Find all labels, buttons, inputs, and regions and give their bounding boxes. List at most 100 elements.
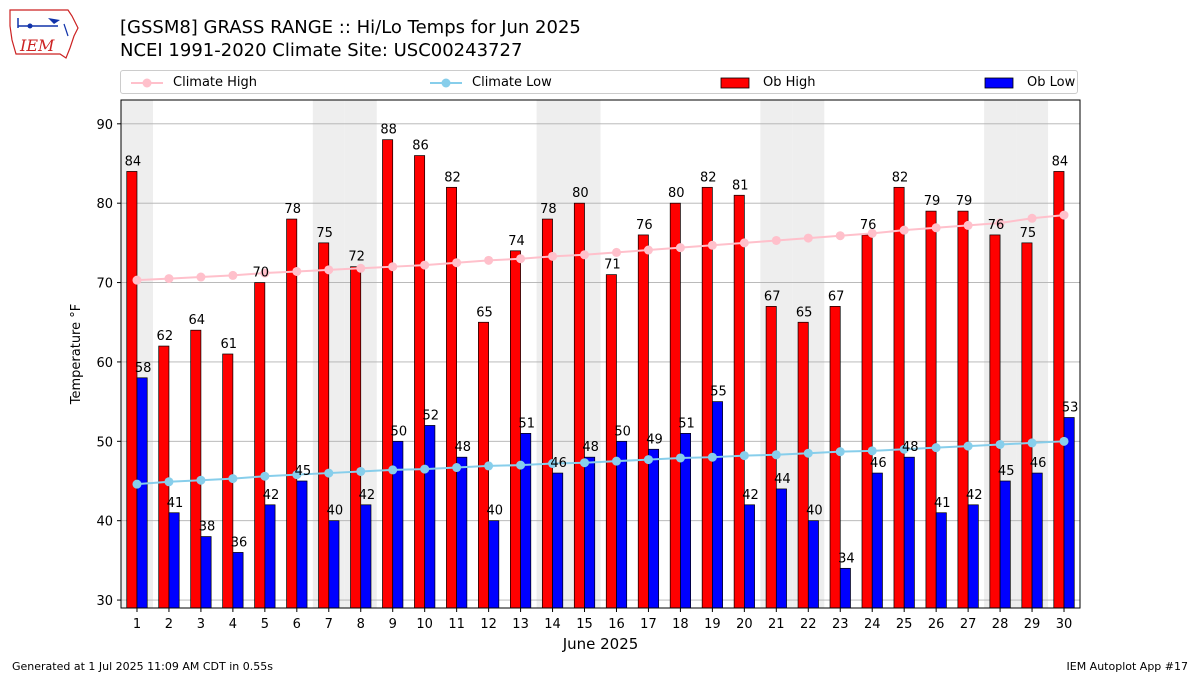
ob-high-value-label: 67 [828, 289, 845, 304]
climate-high-point [995, 218, 1005, 228]
x-tick-label: 23 [832, 617, 849, 632]
y-tick-label: 60 [96, 356, 113, 371]
ob-low-value-label: 40 [486, 504, 503, 519]
ob-low-value-label: 36 [231, 535, 248, 550]
climate-low-point [484, 461, 494, 471]
climate-high-point [292, 266, 302, 276]
climate-high-point [739, 238, 749, 248]
ob-high-value-label: 84 [125, 154, 142, 169]
x-tick-label: 13 [512, 617, 529, 632]
x-tick-label: 19 [704, 617, 721, 632]
climate-high-point [164, 274, 174, 284]
ob-low-value-label: 48 [454, 440, 471, 455]
climate-high-point [771, 235, 781, 245]
x-tick-label: 22 [800, 617, 817, 632]
ob-low-value-label: 55 [710, 385, 727, 400]
y-tick-label: 80 [96, 197, 113, 212]
ob-low-value-label: 38 [199, 520, 216, 535]
climate-low-point [963, 441, 973, 451]
ob-high-value-label: 82 [444, 170, 461, 185]
ob-low-value-label: 51 [678, 416, 695, 431]
x-tick-label: 9 [389, 617, 397, 632]
climate-low-point [675, 453, 685, 463]
x-tick-label: 11 [448, 617, 465, 632]
climate-high-point [867, 228, 877, 238]
climate-low-point [516, 460, 526, 470]
climate-low-point [739, 451, 749, 461]
ob-low-bar [168, 512, 180, 609]
ob-high-value-label: 84 [1052, 154, 1069, 169]
ob-low-value-label: 46 [550, 456, 567, 471]
ob-low-value-label: 51 [518, 416, 535, 431]
y-tick-label: 40 [96, 515, 113, 530]
climate-high-point [196, 272, 206, 282]
ob-low-bar [712, 401, 723, 609]
ob-low-value-label: 50 [614, 424, 631, 439]
x-tick-label: 12 [480, 617, 497, 632]
ob-high-value-label: 62 [157, 329, 174, 344]
ob-low-bar [807, 520, 819, 609]
climate-high-point [452, 258, 462, 268]
y-tick-label: 30 [96, 594, 113, 609]
iem-logo [9, 9, 79, 59]
x-tick-label: 29 [1024, 617, 1041, 632]
climate-high-point [1059, 210, 1069, 220]
ob-high-bar [350, 266, 362, 609]
x-tick-label: 14 [544, 617, 561, 632]
ob-low-bar [935, 512, 947, 609]
climate-low-point [995, 439, 1005, 449]
ob-high-value-label: 67 [764, 289, 781, 304]
ob-low-bar [456, 456, 468, 609]
ob-low-value-label: 48 [902, 440, 919, 455]
climate-low-point [580, 458, 590, 468]
ob-high-value-label: 82 [892, 170, 909, 185]
x-tick-label: 8 [357, 617, 365, 632]
ob-low-value-label: 34 [838, 551, 855, 566]
ob-low-value-label: 42 [359, 488, 376, 503]
climate-high-point [580, 250, 590, 260]
climate-low-point [803, 448, 813, 458]
x-tick-label: 16 [608, 617, 625, 632]
x-tick-label: 15 [576, 617, 593, 632]
ob-high-value-label: 76 [636, 218, 653, 233]
x-tick-label: 17 [640, 617, 657, 632]
ob-high-value-label: 82 [700, 170, 717, 185]
climate-high-point [324, 265, 334, 275]
ob-high-value-label: 71 [604, 258, 621, 273]
chart-title: [GSSM8] GRASS RANGE :: Hi/Lo Temps for J… [120, 17, 581, 38]
ob-high-value-label: 65 [796, 305, 813, 320]
chart-subtitle: NCEI 1991-2020 Climate Site: USC00243727 [120, 40, 523, 61]
ob-low-value-label: 53 [1062, 401, 1079, 416]
ob-low-bar [903, 456, 915, 609]
ob-low-value-label: 42 [742, 488, 759, 503]
ob-high-value-label: 86 [412, 139, 429, 154]
ob-high-bar [989, 234, 1001, 609]
x-tick-label: 24 [864, 617, 881, 632]
climate-low-point [835, 447, 845, 457]
climate-low-point [324, 468, 334, 478]
climate-low-point [228, 474, 238, 484]
ob-low-value-label: 41 [934, 496, 951, 511]
ob-low-value-label: 46 [1030, 456, 1047, 471]
climate-high-point [260, 268, 270, 278]
x-tick-label: 3 [197, 617, 205, 632]
x-tick-label: 18 [672, 617, 689, 632]
ob-low-bar [616, 440, 628, 609]
x-tick-label: 25 [896, 617, 913, 632]
ob-high-bar [190, 329, 202, 609]
ob-low-value-label: 46 [870, 456, 887, 471]
x-tick-label: 4 [229, 617, 237, 632]
ob-high-value-label: 65 [476, 305, 493, 320]
ob-high-bar [573, 202, 585, 609]
x-tick-label: 1 [133, 617, 141, 632]
y-axis-label: Temperature °F [69, 304, 84, 405]
ob-low-value-label: 50 [391, 424, 408, 439]
climate-low-point [356, 466, 366, 476]
ob-high-bar [382, 139, 394, 609]
climate-low-point [1059, 436, 1069, 446]
legend-label-ob-low: Ob Low [1027, 75, 1076, 90]
ob-low-bar [520, 433, 532, 609]
plot-frame [120, 99, 1081, 609]
climate-high-point [1027, 213, 1037, 223]
ob-high-bar [318, 242, 330, 609]
